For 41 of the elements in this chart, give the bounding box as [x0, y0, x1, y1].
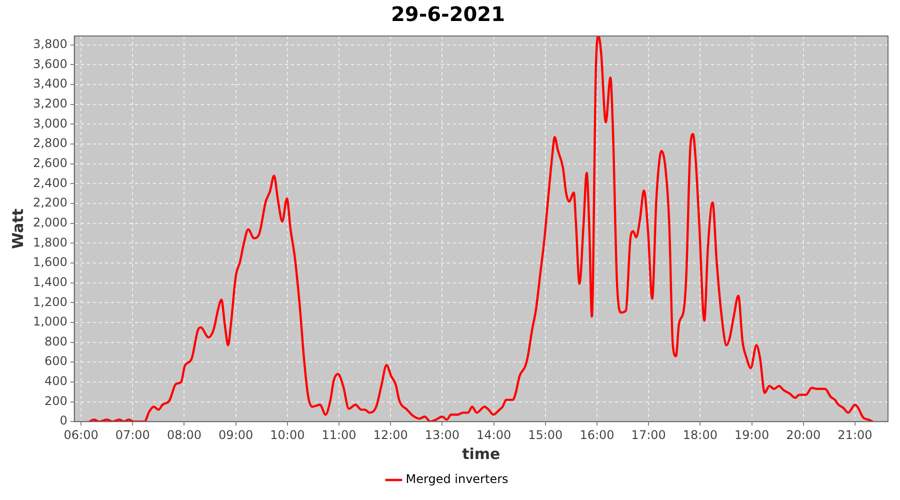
y-tick-label: 200 [44, 394, 68, 408]
legend-label: Merged inverters [406, 472, 508, 486]
y-tick-label: 3,400 [32, 76, 68, 91]
y-tick-label: 1,600 [32, 255, 68, 270]
x-tick-label: 21:00 [838, 428, 872, 442]
x-tick-label: 06:00 [64, 428, 98, 442]
x-tick-label: 20:00 [786, 428, 821, 442]
y-tick-label: 800 [44, 334, 68, 348]
y-tick-label: 400 [44, 374, 68, 388]
chart-title: 29-6-2021 [390, 2, 506, 26]
x-tick-label: 16:00 [580, 428, 614, 442]
x-tick-label: 15:00 [528, 428, 563, 442]
x-tick-label: 10:00 [270, 428, 305, 442]
y-tick-label: 2,200 [32, 196, 68, 210]
y-tick-label: 2,800 [32, 136, 68, 150]
y-tick-label: 2,400 [32, 176, 68, 190]
x-tick-label: 19:00 [734, 428, 770, 442]
y-tick-label: 600 [44, 354, 68, 368]
y-tick-label: 2,600 [32, 156, 68, 170]
x-tick-label: 12:00 [373, 428, 408, 442]
line-series [88, 36, 874, 422]
x-tick-label: 14:00 [476, 428, 512, 442]
y-tick-label: 3,600 [32, 56, 68, 71]
y-axis-title: Watt [8, 208, 27, 250]
y-tick-label: 3,200 [32, 96, 68, 111]
x-tick-label: 09:00 [218, 428, 254, 442]
x-tick-label: 08:00 [166, 428, 202, 442]
y-tick-label: 1,800 [32, 235, 68, 250]
y-tick-label: 1,000 [32, 314, 68, 329]
x-axis-title: time [462, 444, 500, 463]
y-tick-label: 1,200 [32, 294, 68, 309]
x-tick-label: 18:00 [682, 428, 718, 442]
y-tick-label: 3,000 [32, 116, 68, 130]
x-tick-label: 11:00 [322, 428, 356, 442]
y-tick-label: 3,800 [32, 37, 68, 52]
y-tick-label: 1,400 [32, 274, 68, 289]
x-tick-label: 07:00 [115, 428, 150, 442]
x-tick-label: 13:00 [424, 428, 460, 442]
y-tick-label: 2,000 [32, 215, 68, 230]
x-tick-label: 17:00 [631, 428, 666, 442]
y-tick-label: 0 [60, 414, 68, 428]
